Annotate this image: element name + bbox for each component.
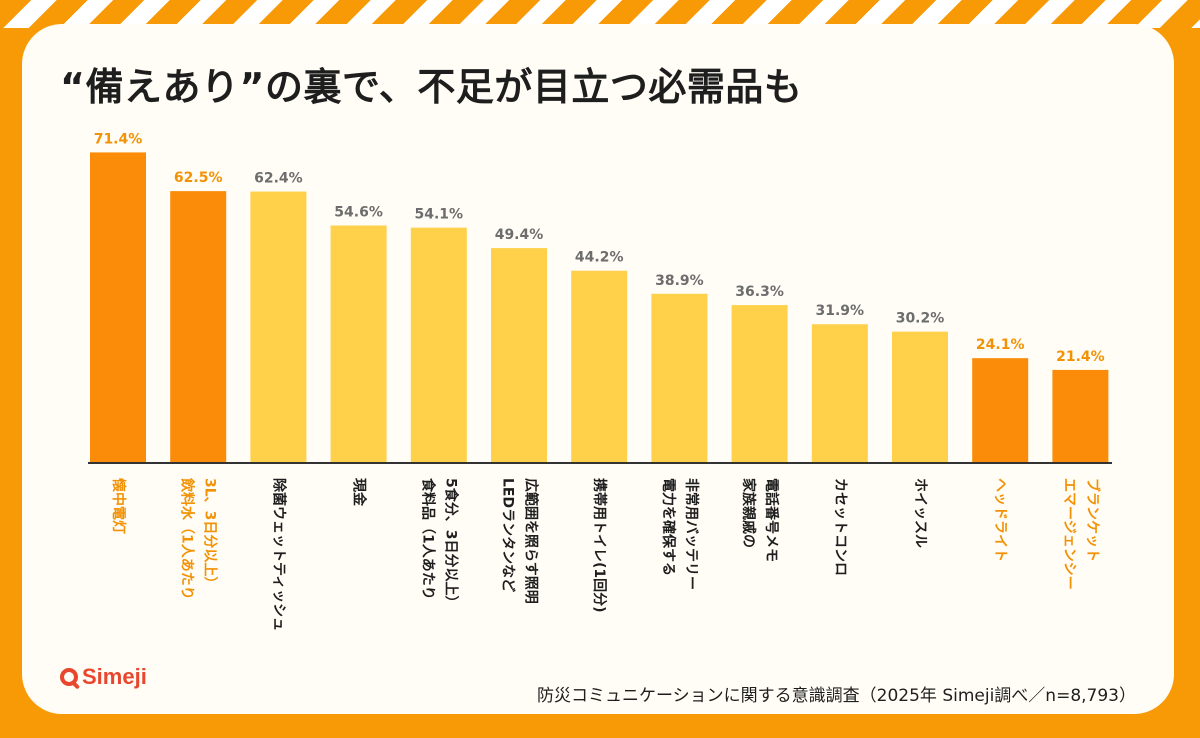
svg-text:エマージェンシー: エマージェンシー	[1061, 478, 1077, 590]
simeji-logo: Simeji	[60, 664, 147, 690]
svg-text:除菌ウェットティッシュ: 除菌ウェットティッシュ	[270, 478, 287, 631]
svg-text:懐中電灯: 懐中電灯	[110, 478, 127, 534]
bar	[491, 248, 547, 463]
svg-text:ヘッドライト: ヘッドライト	[992, 478, 1008, 562]
svg-text:カセットコンロ: カセットコンロ	[832, 478, 848, 576]
svg-text:広範囲を照らす照明: 広範囲を照らす照明	[523, 478, 540, 604]
category-label: 現金	[351, 478, 368, 507]
source-note: 防災コミュニケーションに関する意識調査（2025年 Simeji調べ／n=8,7…	[537, 686, 1136, 706]
category-label: 飲料水（1人あたり 3L、3日分以上）	[179, 477, 218, 600]
category-label: カセットコンロ	[832, 478, 848, 576]
logo-q-icon	[60, 668, 78, 686]
bar	[811, 324, 868, 463]
svg-text:電話番号メモ: 電話番号メモ	[763, 478, 780, 562]
category-label: 携帯用トイレ(1回分)	[591, 478, 608, 613]
logo-text: Simeji	[82, 664, 147, 689]
category-label: 家族親戚の 電話番号メモ	[740, 478, 780, 562]
svg-text:食料品（1人あたり: 食料品（1人あたり	[419, 478, 436, 600]
svg-text:飲料水（1人あたり: 飲料水（1人あたり	[179, 477, 196, 600]
value-label: 24.1%	[976, 337, 1025, 353]
chart-title: “備えあり”の裏で、不足が目立つ必需品も	[60, 65, 803, 109]
bar	[1052, 369, 1109, 463]
bar	[410, 227, 467, 463]
value-label: 71.4%	[94, 131, 143, 147]
category-label: 電力を確保する 非常用バッテリー	[660, 478, 700, 590]
bar	[972, 358, 1029, 463]
category-label: 懐中電灯	[110, 478, 127, 534]
bar	[651, 293, 708, 463]
value-label: 54.1%	[415, 207, 464, 223]
svg-text:ホイッスル: ホイッスル	[912, 478, 928, 548]
value-label: 49.4%	[495, 227, 544, 243]
category-label: 除菌ウェットティッシュ	[270, 478, 287, 631]
value-label: 31.9%	[816, 303, 865, 319]
svg-text:電力を確保する: 電力を確保する	[660, 478, 677, 576]
svg-text:3L、3日分以上）: 3L、3日分以上）	[202, 478, 218, 590]
svg-text:LEDランタンなど: LEDランタンなど	[500, 478, 516, 592]
value-label: 36.3%	[735, 284, 784, 300]
value-label: 38.9%	[655, 273, 704, 289]
value-label: 54.6%	[334, 204, 383, 220]
value-label: 44.2%	[575, 250, 624, 266]
bar	[250, 191, 307, 463]
category-label: エマージェンシー ブランケット	[1061, 478, 1101, 590]
category-label: ヘッドライト	[992, 478, 1008, 562]
category-label: 食料品（1人あたり 5食分、3日分以上）	[419, 478, 459, 609]
category-label: ホイッスル	[912, 478, 928, 548]
value-label: 62.5%	[174, 170, 223, 186]
value-label: 30.2%	[896, 311, 945, 327]
svg-text:現金: 現金	[351, 478, 368, 507]
bar	[892, 331, 948, 463]
category-label: LEDランタンなど 広範囲を照らす照明	[500, 478, 540, 604]
bar	[330, 225, 387, 463]
value-label: 62.4%	[254, 171, 303, 187]
svg-text:ブランケット: ブランケット	[1084, 478, 1101, 562]
bar	[170, 191, 227, 463]
svg-text:5食分、3日分以上）: 5食分、3日分以上）	[442, 478, 459, 609]
svg-text:家族親戚の: 家族親戚の	[740, 478, 757, 548]
bar	[731, 305, 788, 463]
bar	[571, 270, 628, 463]
striped-banner	[0, 0, 1200, 28]
value-label: 21.4%	[1056, 349, 1105, 365]
svg-text:携帯用トイレ(1回分): 携帯用トイレ(1回分)	[591, 478, 608, 613]
svg-text:非常用バッテリー: 非常用バッテリー	[683, 478, 700, 590]
bar	[90, 152, 146, 463]
